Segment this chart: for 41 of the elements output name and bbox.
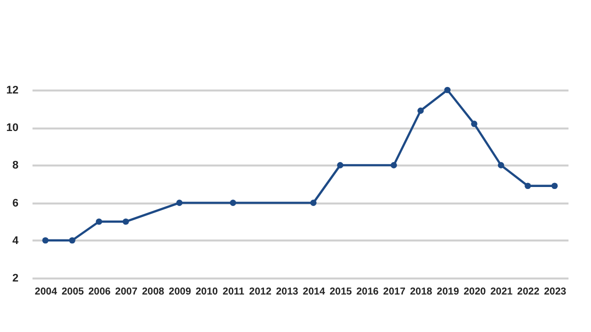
point — [230, 200, 236, 206]
point — [498, 162, 504, 168]
point — [524, 182, 531, 190]
point — [122, 218, 129, 225]
x-tick-label: 2009 — [168, 286, 192, 298]
point — [417, 108, 424, 114]
point — [310, 200, 317, 206]
point — [69, 237, 76, 244]
x-tick-label: 2005 — [62, 286, 84, 298]
x-tick-label: 2018 — [410, 286, 433, 298]
x-tick-label: 2021 — [490, 286, 514, 298]
x-tick-label: 2006 — [88, 286, 112, 298]
x-tick-label: 2014 — [302, 286, 326, 298]
point — [471, 120, 478, 127]
y-tick-label: 4 — [12, 234, 20, 247]
point — [96, 218, 102, 225]
x-tick-label: 2011 — [222, 286, 245, 298]
y-tick-label: 6 — [12, 197, 18, 210]
point — [390, 162, 397, 168]
x-tick-label: 2007 — [115, 286, 138, 298]
x-tick-label: 2020 — [464, 286, 486, 298]
point — [42, 237, 49, 244]
y-tick-label: 2 — [12, 272, 18, 284]
point — [551, 182, 558, 190]
point — [176, 200, 183, 206]
x-tick-label: 2012 — [249, 286, 272, 298]
x-tick-label: 2016 — [356, 286, 380, 298]
x-tick-label: 2017 — [383, 286, 406, 298]
x-tick-label: 2008 — [142, 286, 165, 298]
x-tick-label: 2022 — [517, 286, 540, 298]
point — [337, 162, 344, 168]
x-tick-label: 2023 — [544, 286, 567, 298]
y-tick-label: 8 — [12, 160, 18, 172]
y-tick-label: 10 — [6, 122, 18, 134]
x-tick-label: 2019 — [436, 286, 460, 298]
y-tick-label: 12 — [6, 84, 18, 96]
point — [444, 86, 451, 94]
x-tick-label: 2013 — [276, 286, 299, 298]
x-tick-label: 2010 — [196, 286, 218, 298]
x-tick-label: 2004 — [34, 286, 58, 298]
x-tick-label: 2015 — [330, 286, 352, 298]
